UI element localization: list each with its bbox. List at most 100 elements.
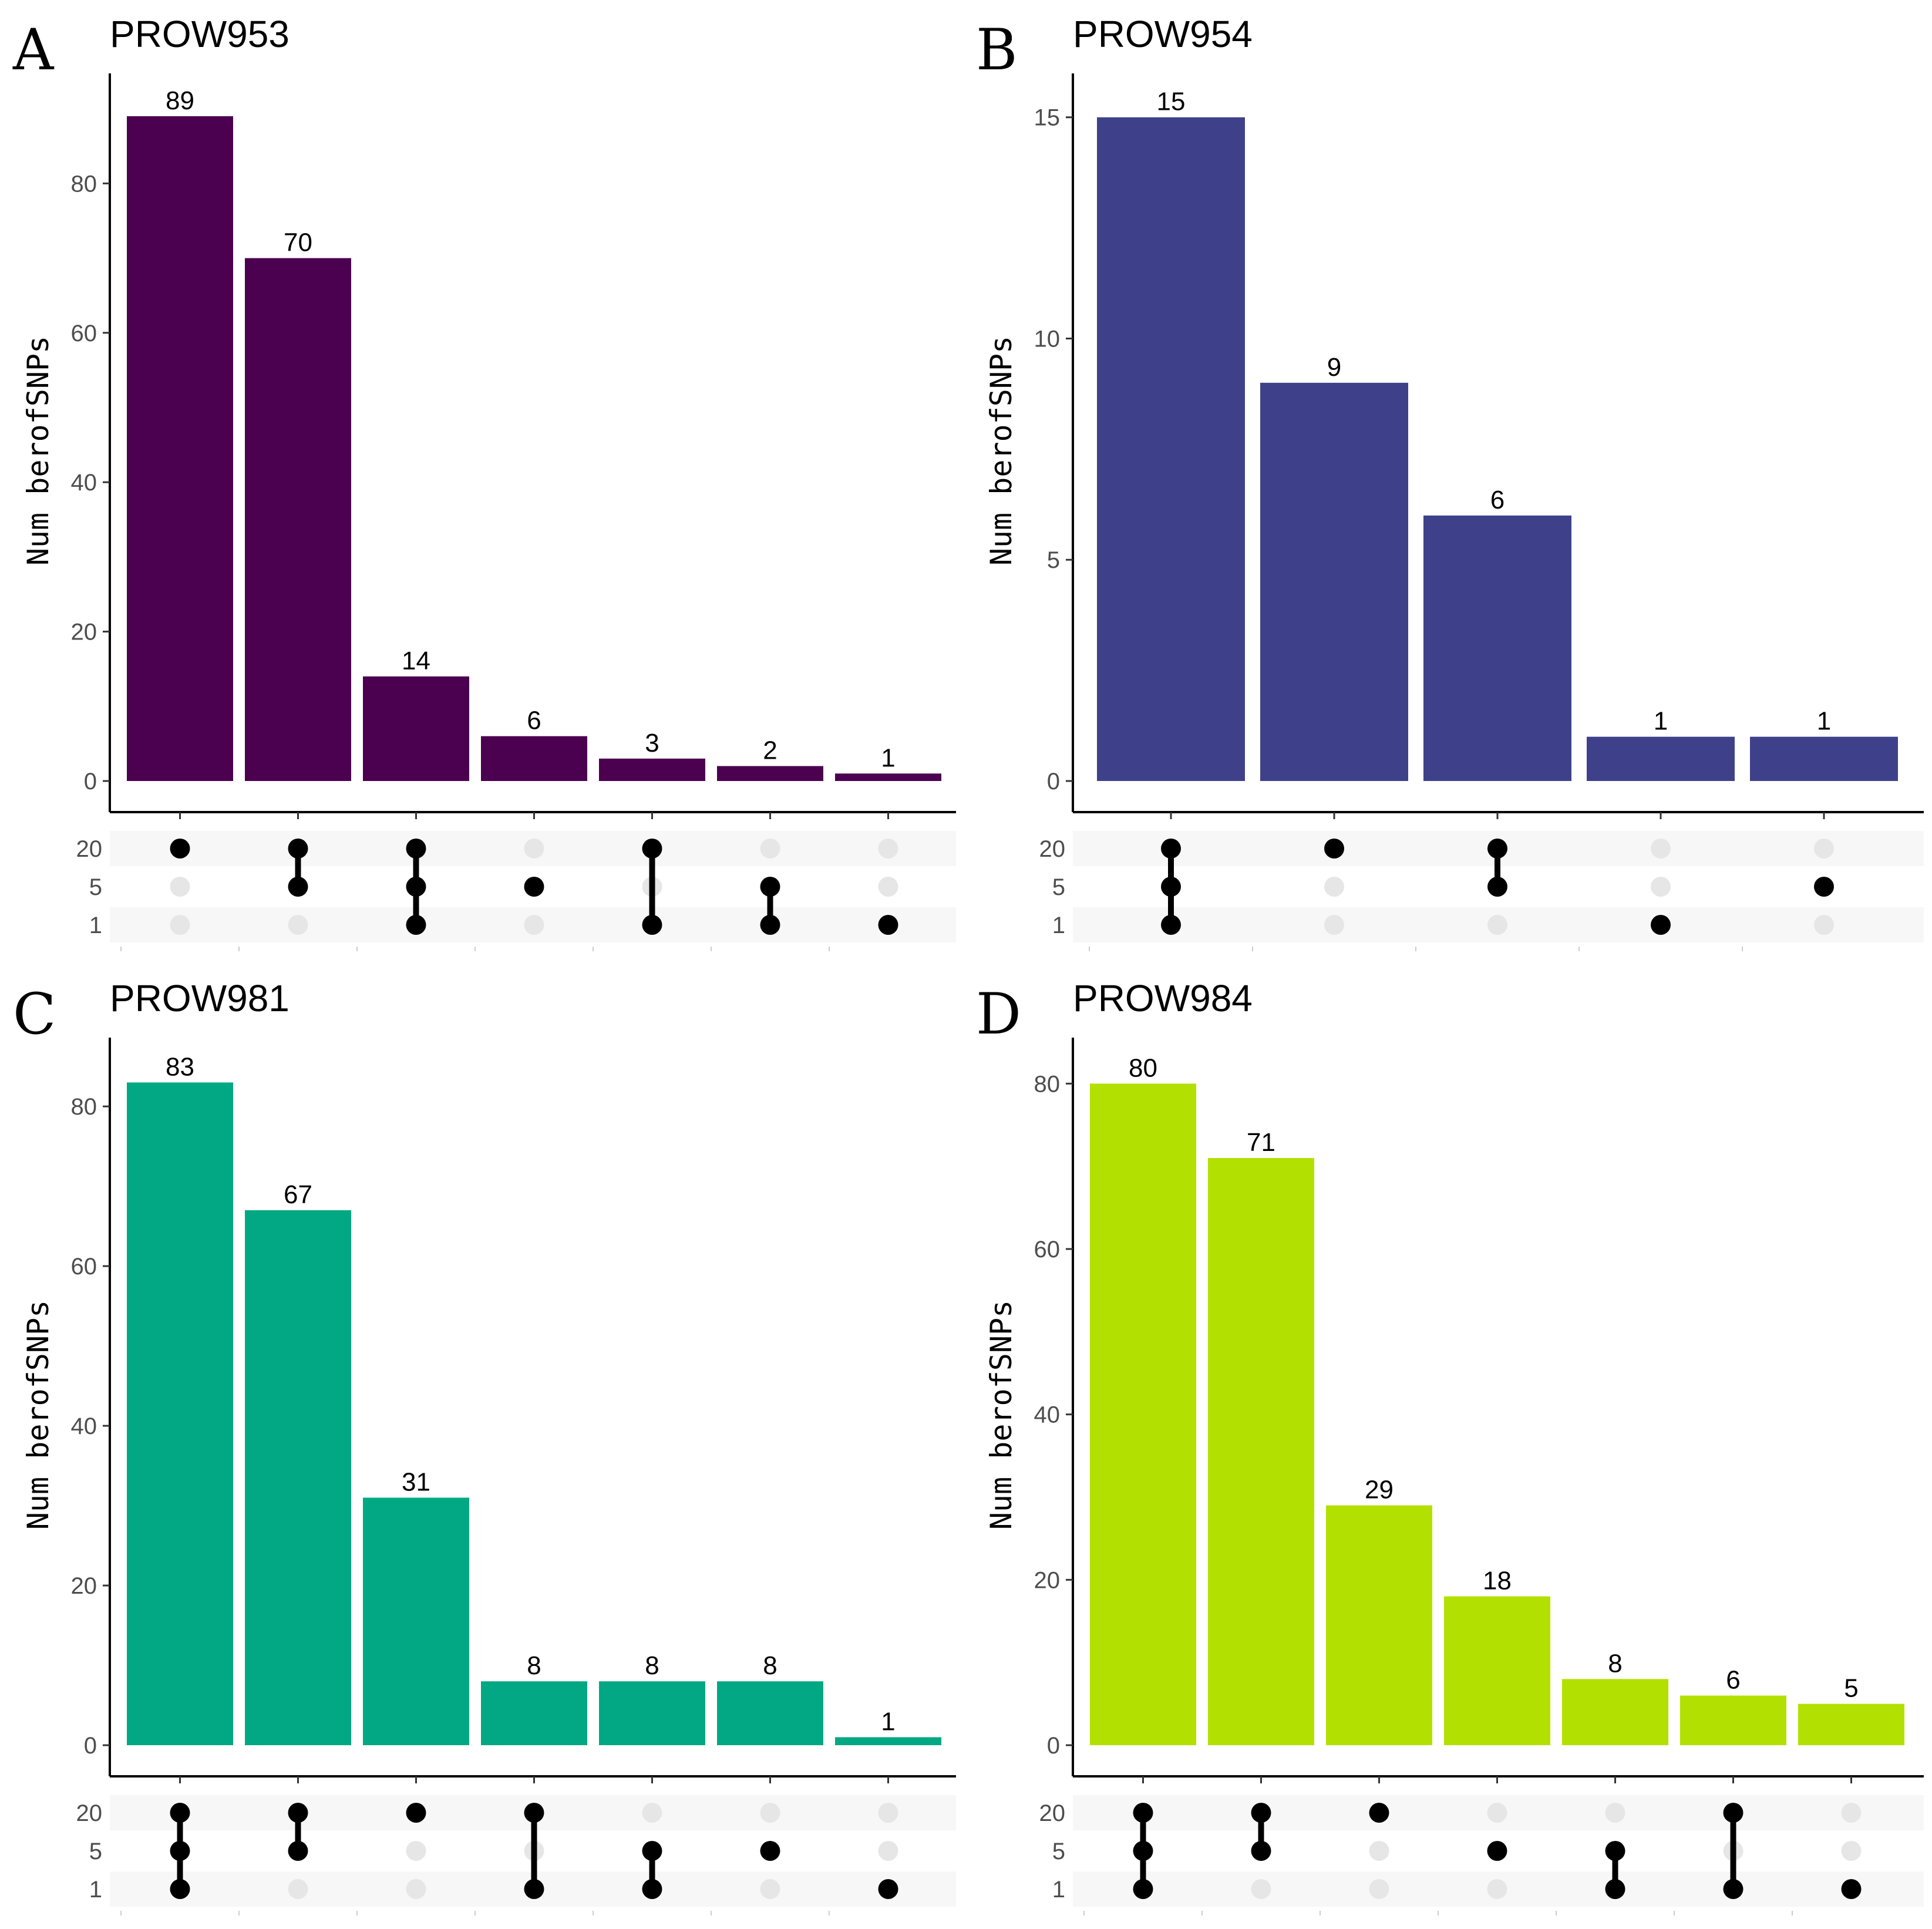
matrix-set-label: 20	[1039, 836, 1066, 862]
bar-value-label: 5	[1844, 1674, 1858, 1703]
panel-letter: C	[13, 981, 56, 1047]
matrix-set-label: 1	[1052, 1877, 1065, 1903]
matrix-dot-active	[760, 1841, 780, 1861]
bar-value-label: 15	[1157, 87, 1186, 116]
matrix-dot-active	[1369, 1803, 1389, 1823]
matrix-dot-inactive	[1814, 915, 1834, 935]
y-axis-label: Num berofSNPs	[984, 1300, 1018, 1530]
y-tick-label: 0	[84, 1733, 97, 1759]
matrix-dot-active	[1841, 1879, 1862, 1899]
bar-value-label: 6	[527, 706, 541, 735]
matrix-dot-active	[1651, 915, 1671, 935]
matrix-set-label: 20	[76, 836, 103, 862]
matrix-dot-inactive	[170, 877, 190, 897]
panel-title: PROW953	[110, 13, 290, 55]
bar-value-label: 1	[881, 1707, 895, 1736]
matrix-dot-inactive	[406, 1841, 426, 1861]
matrix-dot-inactive	[1651, 839, 1671, 859]
y-tick-label: 80	[71, 1094, 97, 1120]
y-tick-label: 20	[1034, 1567, 1061, 1593]
bar-value-label: 83	[166, 1052, 194, 1081]
matrix-dot-inactive	[878, 877, 898, 897]
panel-title: PROW954	[1073, 13, 1253, 55]
matrix-dot-inactive	[1814, 839, 1834, 859]
matrix-dot-active	[878, 915, 898, 935]
bar-value-label: 6	[1490, 486, 1504, 514]
panel-title: PROW984	[1073, 977, 1253, 1019]
matrix-dot-inactive	[288, 915, 308, 935]
y-tick-label: 10	[1034, 326, 1061, 352]
matrix-dot-inactive	[1651, 877, 1671, 897]
bar-value-label: 70	[284, 228, 312, 257]
bar-value-label: 8	[1608, 1649, 1622, 1678]
matrix-dot-inactive	[760, 839, 780, 859]
bar	[245, 258, 351, 781]
matrix-dot-inactive	[1251, 1879, 1271, 1899]
matrix-dot-inactive	[1487, 1879, 1507, 1899]
y-tick-label: 20	[71, 1573, 97, 1599]
matrix-set-label: 1	[89, 1877, 102, 1903]
bar	[127, 116, 233, 781]
panel-title: PROW981	[110, 977, 290, 1019]
bar-value-label: 6	[1726, 1666, 1740, 1695]
panel-c: C PROW981 Num berofSNPs 0 20 40 60 80 20 5 1 83 67 31…	[13, 977, 956, 1915]
bar-value-label: 71	[1247, 1128, 1275, 1157]
y-tick-label: 15	[1034, 105, 1061, 131]
bar	[835, 1737, 941, 1745]
matrix-dot-inactive	[524, 915, 544, 935]
bar-value-label: 67	[284, 1180, 312, 1209]
matrix-dot-inactive	[1605, 1803, 1625, 1823]
bar	[1260, 382, 1408, 781]
bar	[1423, 515, 1571, 781]
bar-value-label: 14	[402, 647, 430, 675]
bar-value-label: 80	[1129, 1053, 1157, 1082]
matrix-set-label: 5	[1052, 874, 1065, 900]
bar-value-label: 1	[1654, 707, 1668, 736]
bar-value-label: 2	[763, 736, 777, 765]
bar	[835, 773, 941, 781]
panel-letter: B	[976, 17, 1018, 83]
matrix-dot-active	[524, 877, 544, 897]
bar-value-label: 3	[645, 729, 659, 758]
bar	[481, 1681, 587, 1745]
bar	[599, 758, 705, 781]
bar	[1097, 117, 1245, 781]
matrix-set-label: 20	[76, 1800, 103, 1826]
bar-value-label: 89	[166, 86, 194, 115]
matrix-dot-inactive	[1487, 1803, 1507, 1823]
bar	[717, 1681, 823, 1745]
bar	[1680, 1695, 1786, 1745]
y-tick-label: 60	[71, 321, 97, 346]
panel-letter: D	[976, 981, 1021, 1047]
matrix-set-label: 5	[89, 874, 102, 900]
bar	[599, 1681, 705, 1745]
bar-value-label: 1	[1817, 707, 1831, 736]
bar-value-label: 9	[1327, 353, 1341, 382]
matrix-dot-inactive	[878, 1803, 898, 1823]
matrix-set-label: 1	[89, 913, 102, 938]
y-tick-label: 60	[1034, 1237, 1061, 1263]
bar	[363, 676, 469, 781]
matrix-dot-active	[1324, 839, 1344, 859]
panel-d: D PROW984 Num berofSNPs 0 20 40 60 80 20 5 1 80 71 29…	[976, 977, 1924, 1915]
bar	[1562, 1679, 1668, 1745]
matrix-dot-inactive	[1324, 877, 1344, 897]
matrix-dot-inactive	[1369, 1879, 1389, 1899]
y-tick-label: 40	[1034, 1402, 1061, 1428]
matrix-dot-active	[1814, 877, 1834, 897]
y-tick-label: 60	[71, 1254, 97, 1280]
matrix-dot-inactive	[1369, 1841, 1389, 1861]
matrix-dot-inactive	[524, 839, 544, 859]
bar	[1090, 1083, 1196, 1745]
y-tick-label: 0	[84, 769, 97, 795]
bar-value-label: 8	[763, 1651, 777, 1680]
y-tick-label: 20	[71, 620, 97, 645]
matrix-dot-active	[1487, 1841, 1507, 1861]
bar	[1208, 1158, 1314, 1745]
bar	[481, 736, 587, 781]
matrix-dot-inactive	[760, 1879, 780, 1899]
y-axis-label: Num berofSNPs	[21, 1300, 55, 1530]
bar	[127, 1082, 233, 1745]
bar-value-label: 1	[881, 743, 895, 772]
